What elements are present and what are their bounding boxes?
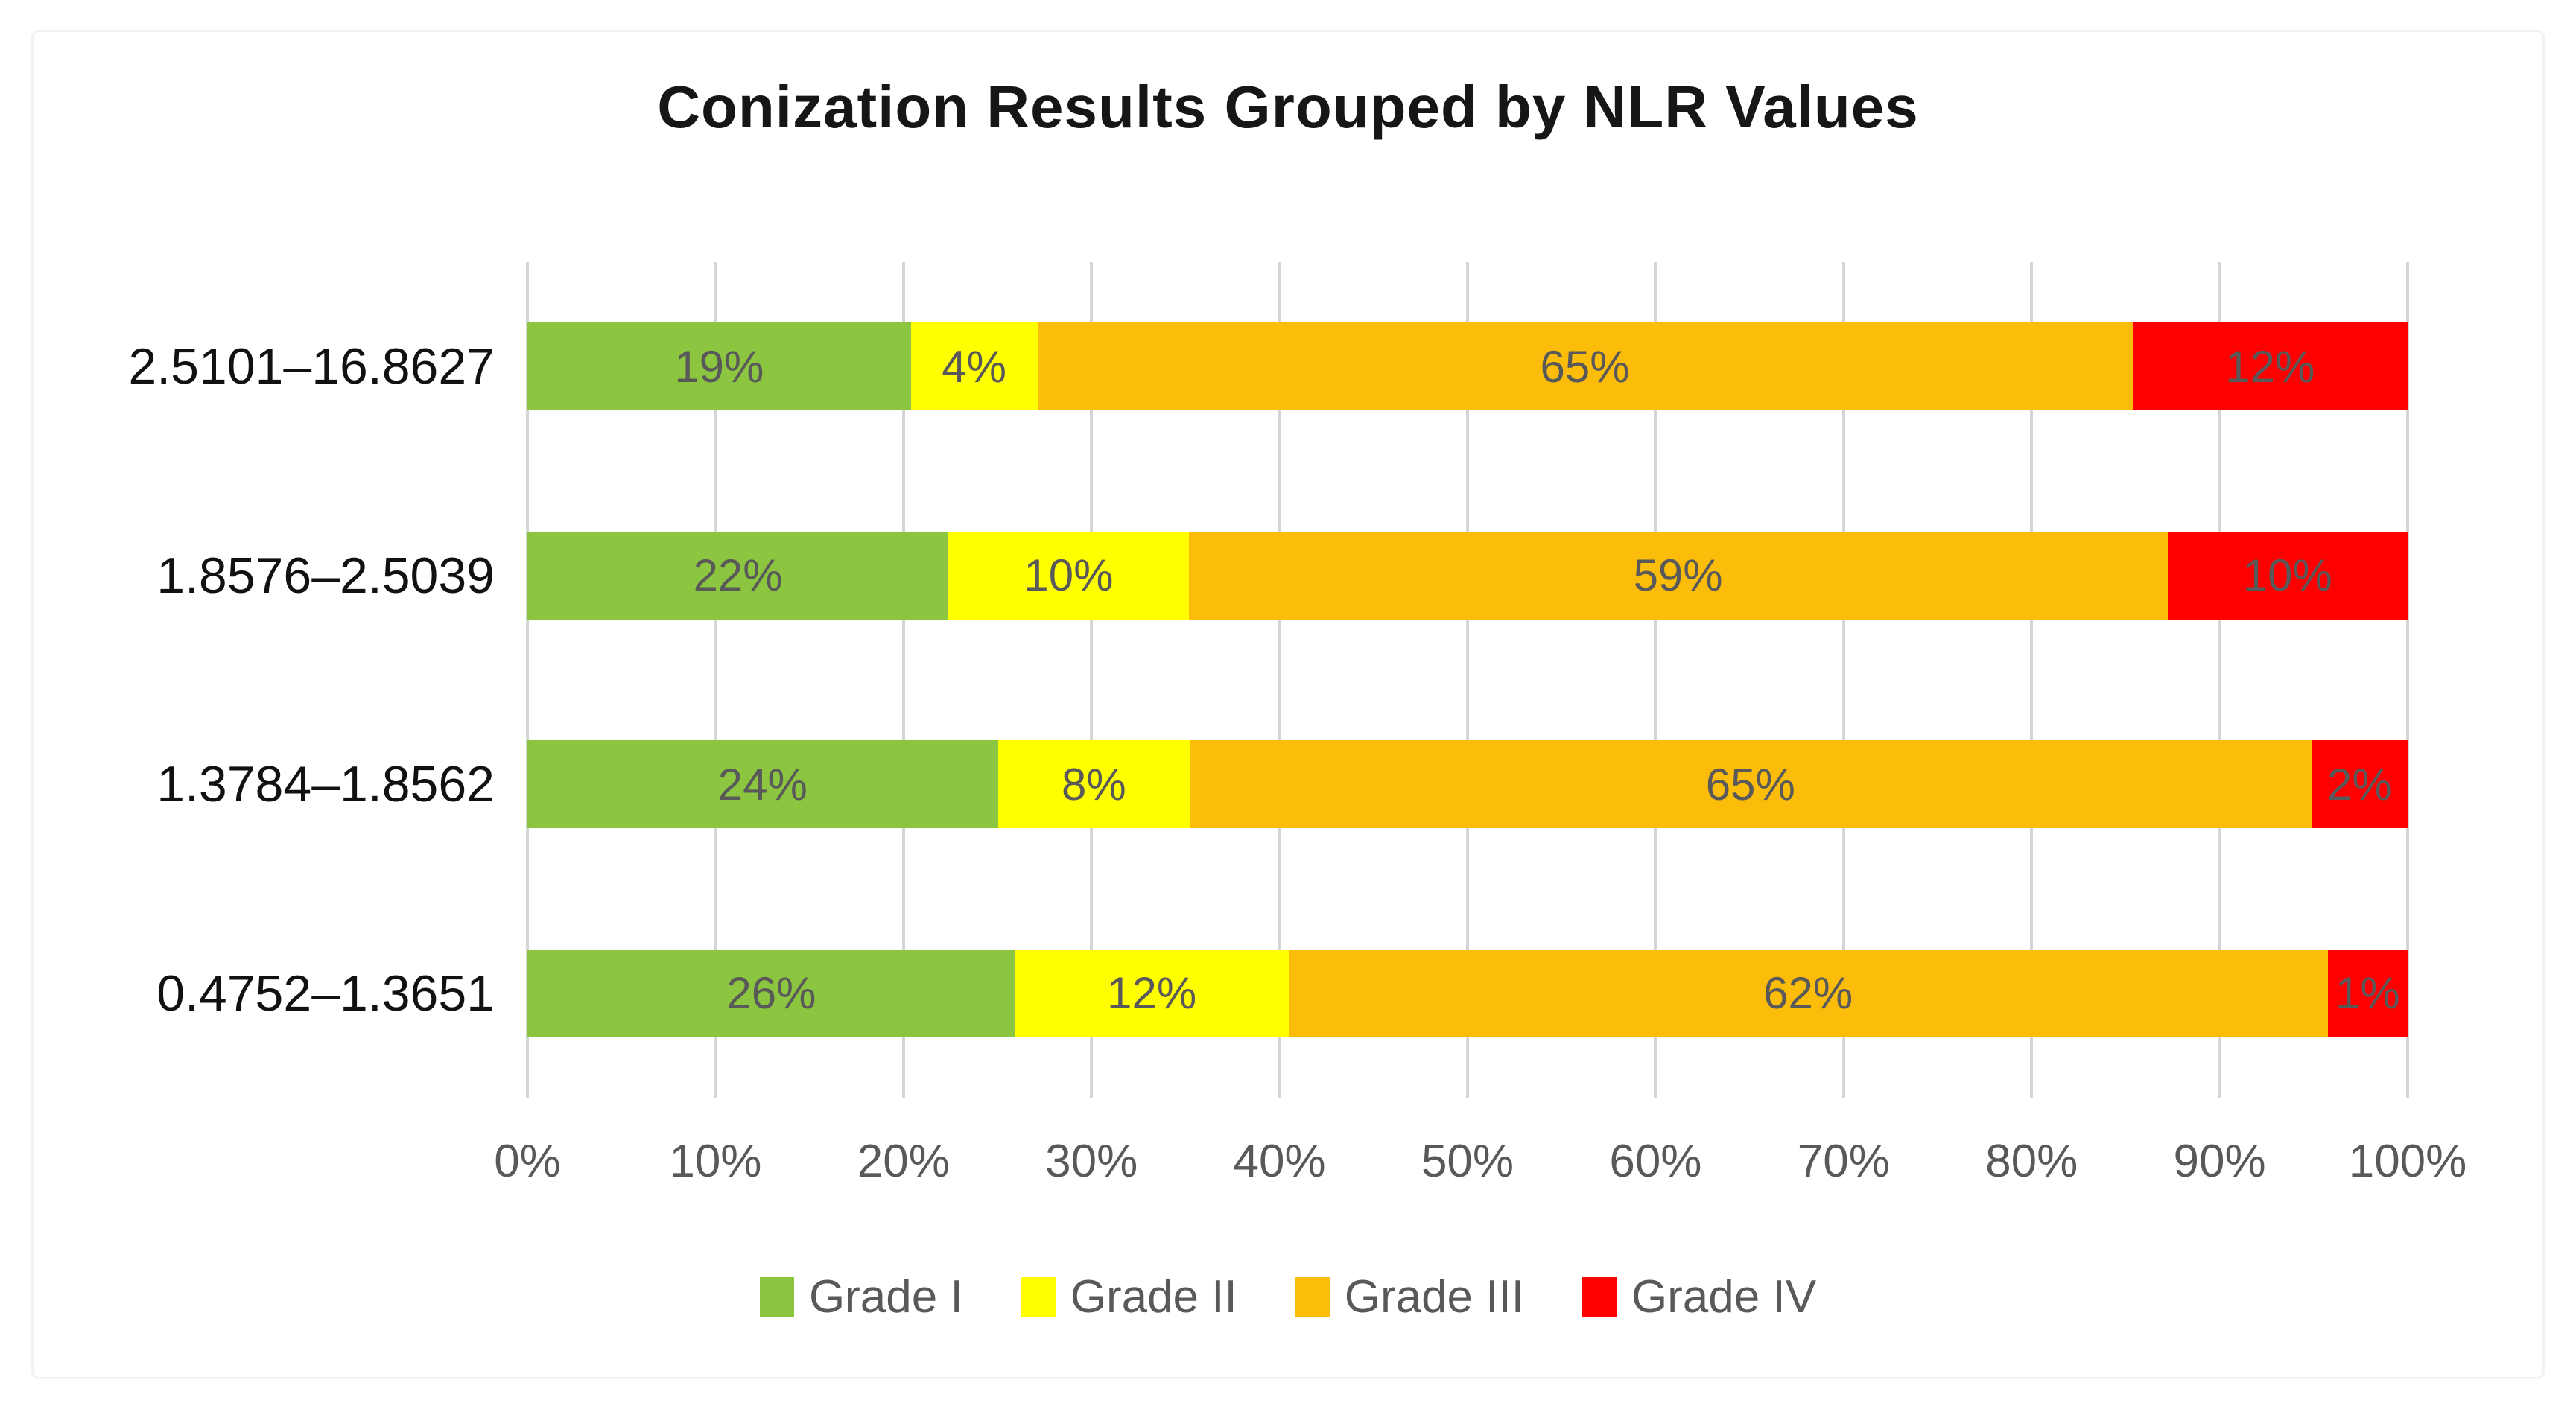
gridline (2030, 262, 2034, 1098)
x-axis-tick-label: 90% (2173, 1136, 2266, 1187)
bar-segment-grade-iii: 62% (1288, 949, 2328, 1037)
x-axis-tick-label: 10% (669, 1136, 762, 1187)
data-label: 22% (693, 550, 783, 601)
bar-segment-grade-iv: 1% (2327, 949, 2408, 1037)
bar-segment-grade-i: 26% (527, 949, 1015, 1037)
category-label: 1.3784–1.8562 (156, 756, 495, 813)
data-label: 65% (1540, 341, 1630, 392)
stacked-bar: 26% 12% 62% 1% (527, 949, 2408, 1037)
gridline (714, 262, 717, 1098)
x-axis-tick-label: 30% (1045, 1136, 1138, 1187)
x-axis-tick-label: 80% (1985, 1136, 2078, 1187)
legend-swatch (1582, 1276, 1617, 1317)
data-label: 62% (1763, 968, 1853, 1019)
legend-item-grade-iii: Grade III (1295, 1270, 1524, 1323)
legend-label: Grade III (1344, 1271, 1524, 1323)
category-label: 2.5101–16.8627 (128, 338, 495, 395)
bar-segment-grade-i: 19% (527, 322, 911, 411)
x-axis-tick-label: 70% (1797, 1136, 1890, 1187)
legend-item-grade-i: Grade I (759, 1270, 963, 1323)
bar-segment-grade-iv: 12% (2132, 322, 2408, 411)
chart-frame (31, 30, 2545, 1379)
bar-segment-grade-ii: 4% (910, 322, 1038, 411)
gridline (2218, 262, 2221, 1098)
bar-row: 26% 12% 62% 1% (527, 889, 2408, 1098)
x-axis-tick-label: 40% (1233, 1136, 1326, 1187)
x-axis-tick-label: 100% (2348, 1136, 2467, 1187)
gridline (1278, 262, 1281, 1098)
legend-label: Grade IV (1631, 1271, 1817, 1323)
gridline (526, 262, 529, 1098)
legend-swatch (1021, 1276, 1056, 1317)
x-axis-tick-label: 20% (857, 1136, 950, 1187)
data-label: 10% (1024, 550, 1114, 601)
bar-segment-grade-ii: 10% (948, 531, 1189, 620)
bar-row: 19% 4% 65% 12% (527, 262, 2408, 471)
gridline (1654, 262, 1657, 1098)
stacked-bar: 19% 4% 65% 12% (527, 322, 2408, 411)
data-label: 12% (1107, 968, 1197, 1019)
bar-segment-grade-iv: 2% (2311, 740, 2408, 829)
data-label: 8% (1061, 759, 1126, 810)
stacked-bar: 24% 8% 65% 2% (527, 740, 2408, 829)
bar-segment-grade-iii: 65% (1189, 740, 2312, 829)
data-label: 24% (717, 759, 808, 810)
data-label: 19% (674, 341, 764, 392)
bar-segment-grade-iv: 10% (2167, 531, 2408, 620)
stacked-bar: 22% 10% 59% 10% (527, 531, 2408, 620)
gridline (901, 262, 905, 1098)
data-label: 12% (2225, 341, 2315, 392)
category-label: 0.4752–1.3651 (156, 964, 495, 1022)
x-axis-tick-label: 50% (1421, 1136, 1514, 1187)
bar-segment-grade-ii: 8% (997, 740, 1190, 829)
gridline (1466, 262, 1469, 1098)
gridline (1090, 262, 1094, 1098)
legend-swatch (1295, 1276, 1330, 1317)
legend-label: Grade II (1070, 1271, 1237, 1323)
gridlines (526, 262, 2409, 1098)
legend-item-grade-ii: Grade II (1021, 1270, 1237, 1323)
bar-rows: 19% 4% 65% 12% 22% 10% 59% 10% 24% 8% 65% 2% 26% 12% 6… (527, 262, 2408, 1098)
legend-swatch (759, 1276, 794, 1317)
x-axis-tick-label: 0% (494, 1136, 561, 1187)
x-axis: 0% 10% 20% 30% 40% 50% 60% 70% 80% 90% 100% (494, 1135, 2466, 1202)
data-label: 4% (942, 341, 1006, 392)
bar-segment-grade-iii: 59% (1188, 531, 2168, 620)
data-label: 65% (1705, 759, 1795, 810)
bar-segment-grade-i: 24% (527, 740, 998, 829)
bar-segment-grade-iii: 65% (1037, 322, 2133, 411)
data-label: 1% (2335, 968, 2400, 1019)
bar-row: 22% 10% 59% 10% (527, 471, 2408, 681)
bar-row: 24% 8% 65% 2% (527, 680, 2408, 889)
data-label: 10% (2242, 550, 2332, 601)
chart-title: Conization Results Grouped by NLR Values (657, 74, 1919, 140)
bar-segment-grade-i: 22% (527, 531, 949, 620)
plot-area: 19% 4% 65% 12% 22% 10% 59% 10% 24% 8% 65% 2% 26% 12% 6… (526, 262, 2409, 1098)
legend-label: Grade I (808, 1271, 963, 1323)
category-axis: 2.5101–16.8627 1.8576–2.5039 1.3784–1.8562… (0, 262, 495, 1098)
data-label: 2% (2326, 759, 2392, 810)
legend: Grade I Grade II Grade III Grade IV (0, 1270, 2576, 1323)
gridline (2406, 262, 2409, 1098)
gridline (1841, 262, 1845, 1098)
data-label: 26% (726, 968, 816, 1019)
x-axis-tick-label: 60% (1609, 1136, 1702, 1187)
bar-segment-grade-ii: 12% (1015, 949, 1289, 1037)
category-label: 1.8576–2.5039 (156, 547, 495, 604)
legend-item-grade-iv: Grade IV (1582, 1270, 1816, 1323)
data-label: 59% (1633, 550, 1723, 601)
